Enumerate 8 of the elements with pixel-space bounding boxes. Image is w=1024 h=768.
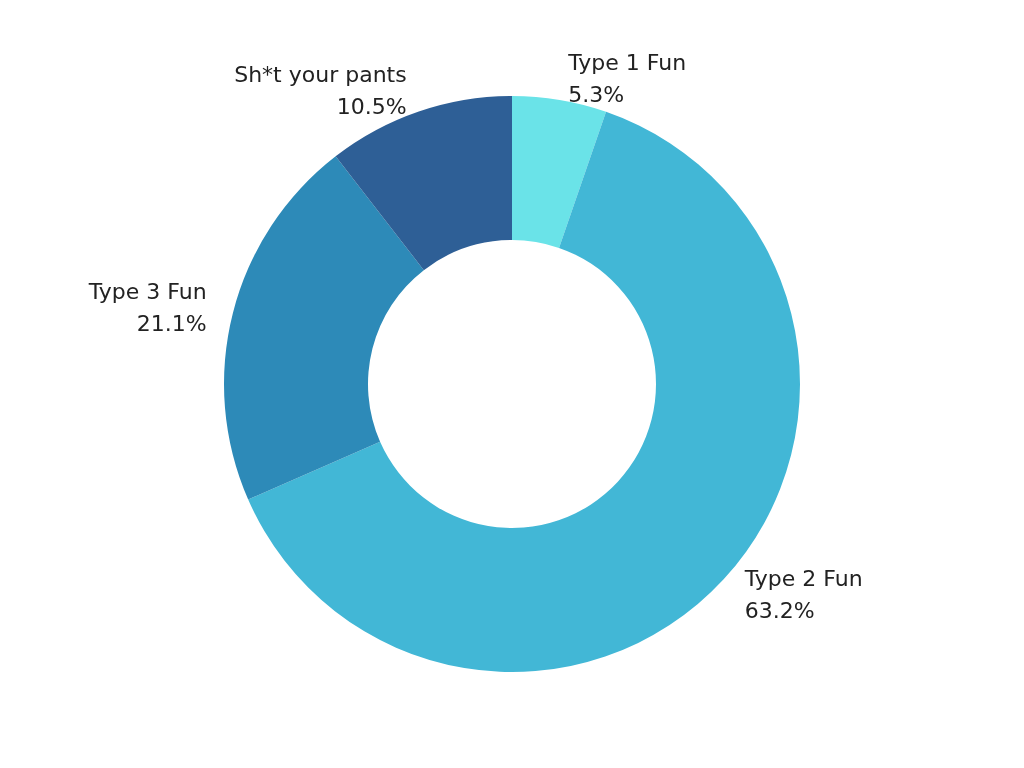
slice-label: Type 3 Fun	[87, 278, 207, 304]
data-label: 21.1%	[136, 310, 207, 336]
slice-label: Type 2 Fun	[743, 565, 863, 591]
slice-label: Type 1 Fun	[567, 49, 687, 75]
slice-label: Sh*t your pants	[234, 62, 407, 88]
data-label: 5.3%	[568, 81, 625, 107]
data-label: 63.2%	[744, 597, 815, 623]
data-label: 10.5%	[336, 94, 407, 120]
